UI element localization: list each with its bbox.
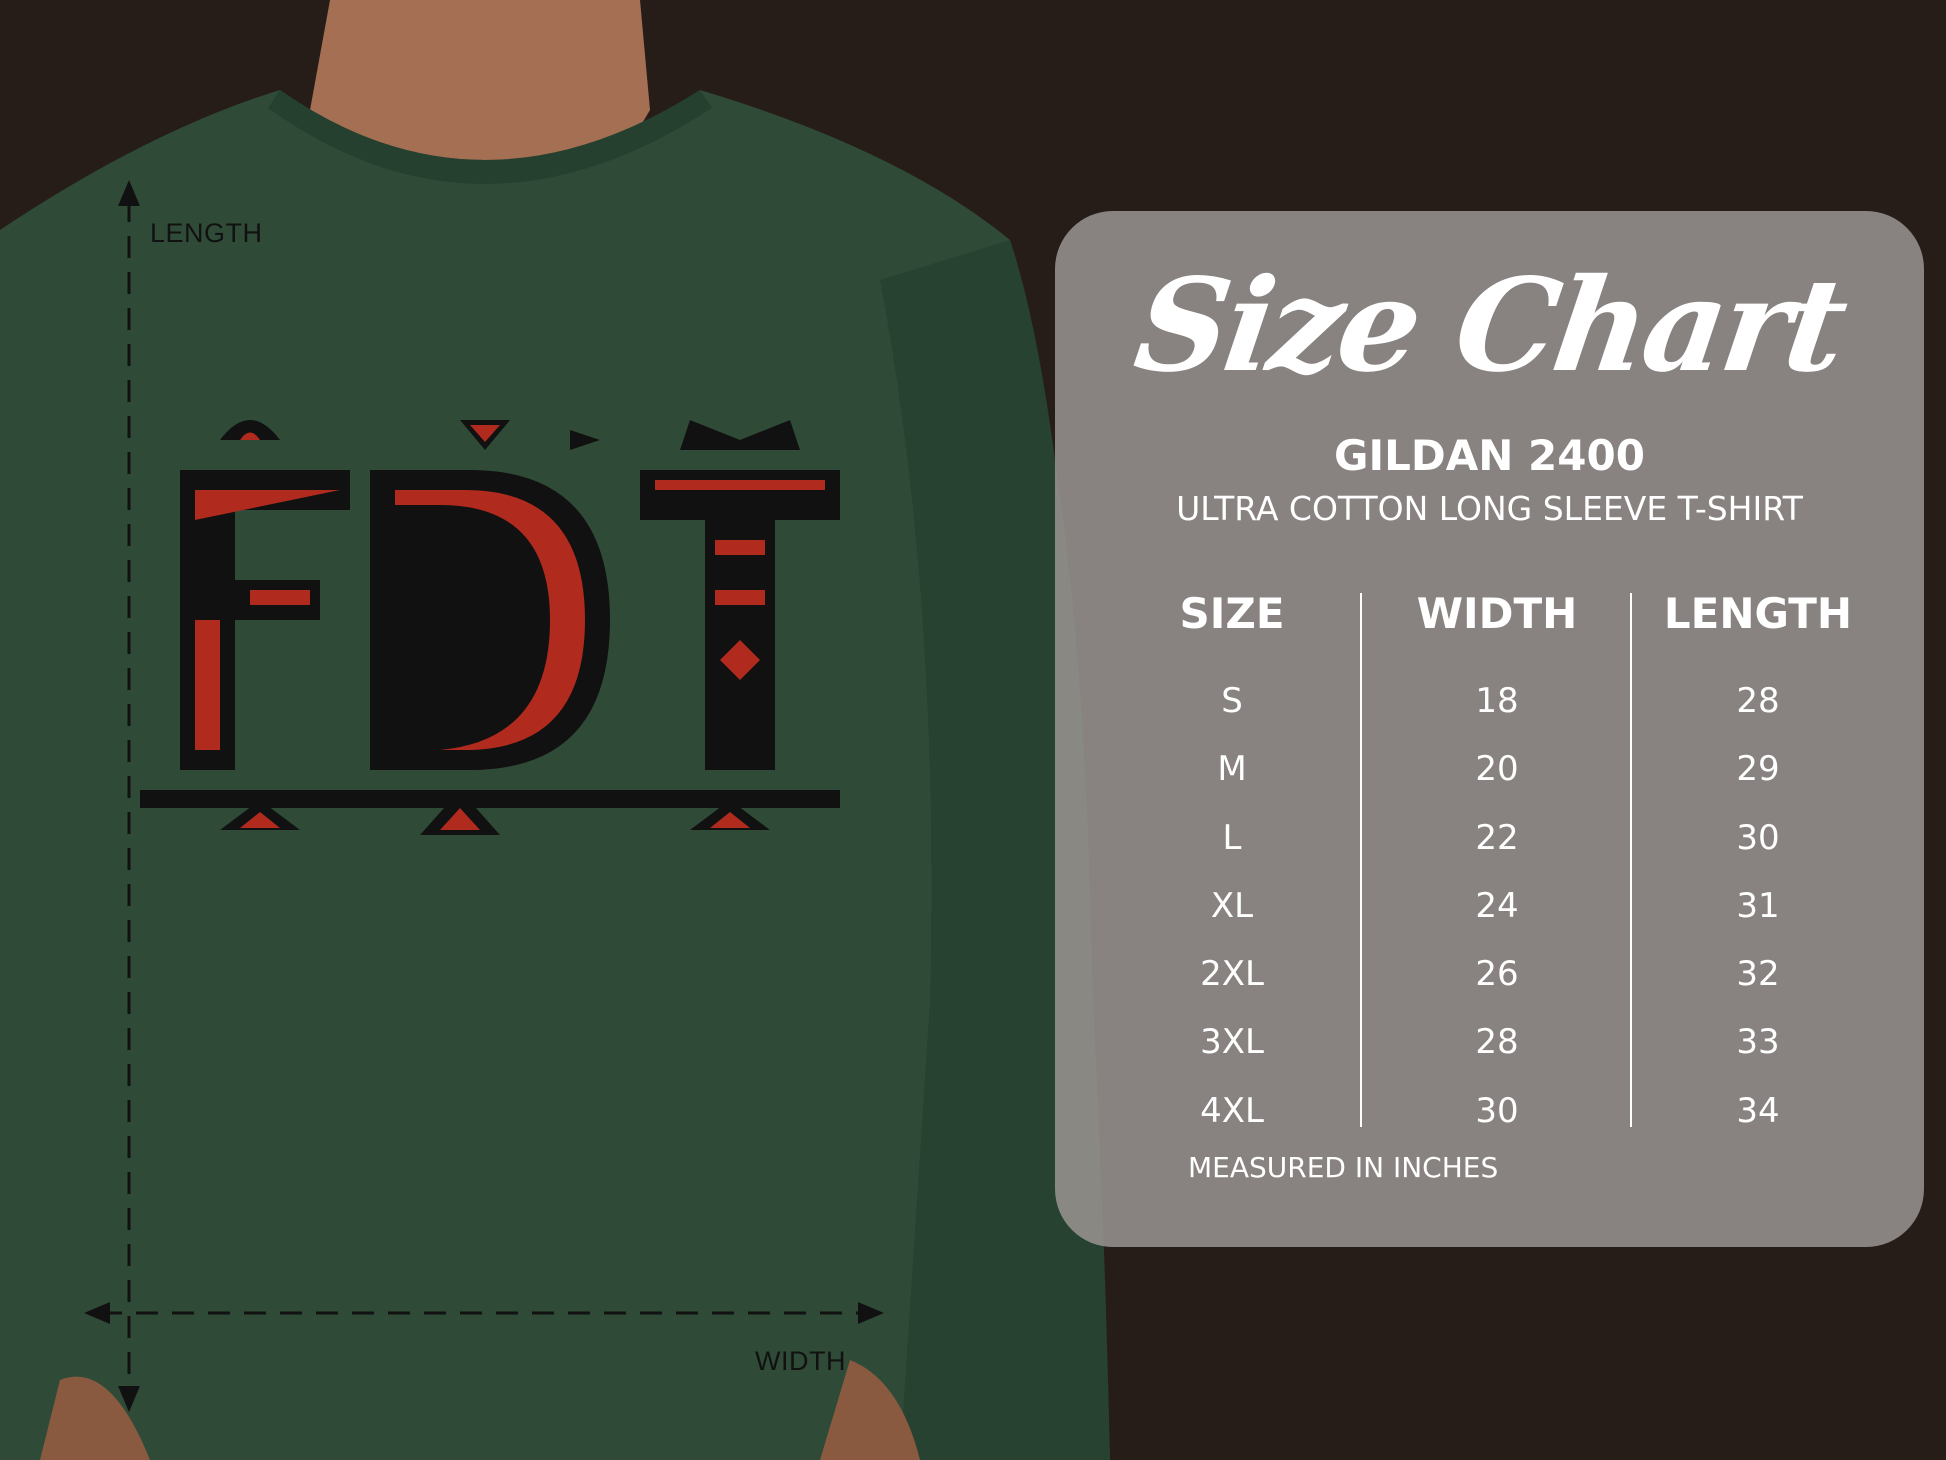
- size-chart-title: Size Chart: [1126, 251, 1853, 401]
- product-name: ULTRA COTTON LONG SLEEVE T-SHIRT: [1176, 489, 1803, 528]
- width-column: WIDTH 18 20 22 24 26 28 30: [1372, 589, 1622, 1159]
- size-cell: L: [1222, 817, 1242, 858]
- width-arrow-right: [858, 1302, 884, 1324]
- size-cell: S: [1221, 681, 1243, 721]
- width-cell: 24: [1475, 885, 1519, 926]
- fdt-logo: [140, 420, 840, 835]
- size-cell: 4XL: [1200, 1090, 1264, 1131]
- column-header: SIZE: [1179, 589, 1285, 638]
- size-cell: 2XL: [1200, 954, 1264, 995]
- column-divider: [1630, 593, 1632, 1127]
- size-cell: XL: [1210, 885, 1254, 926]
- length-cell: 33: [1736, 1022, 1780, 1063]
- length-label: LENGTH: [150, 218, 263, 248]
- length-cell: 31: [1736, 885, 1780, 926]
- shirt-body: [0, 90, 1110, 1460]
- length-column: LENGTH 28 29 30 31 32 33 34: [1633, 589, 1883, 1159]
- size-column: SIZE S M L XL 2XL 3XL 4XL: [1107, 589, 1357, 1159]
- length-arrow-top: [118, 180, 140, 206]
- width-cell: 26: [1475, 954, 1519, 995]
- width-arrow-left: [84, 1302, 110, 1324]
- measurement-note: MEASURED IN INCHES: [1188, 1151, 1499, 1184]
- size-chart-panel: Size Chart GILDAN 2400 ULTRA COTTON LONG…: [1055, 211, 1924, 1247]
- model-hand-left: [40, 1376, 150, 1460]
- length-cell: 29: [1736, 749, 1780, 790]
- shirt-collar: [268, 90, 712, 184]
- column-header: WIDTH: [1416, 589, 1578, 638]
- shirt-sleeve-shadow: [880, 240, 1110, 1460]
- length-cell: 34: [1736, 1090, 1780, 1131]
- length-arrow-bottom: [118, 1386, 140, 1412]
- width-cell: 28: [1475, 1022, 1519, 1063]
- width-cell: 30: [1475, 1090, 1519, 1131]
- width-cell: 18: [1475, 681, 1519, 721]
- model-hand-right: [820, 1360, 920, 1460]
- size-cell: M: [1217, 749, 1247, 790]
- column-divider: [1360, 593, 1362, 1127]
- size-cell: 3XL: [1200, 1022, 1264, 1063]
- length-cell: 28: [1736, 681, 1780, 721]
- width-label: WIDTH: [755, 1346, 846, 1376]
- column-header: LENGTH: [1663, 589, 1853, 638]
- brand-model: GILDAN 2400: [1334, 431, 1645, 480]
- length-cell: 30: [1736, 817, 1780, 858]
- length-cell: 32: [1736, 954, 1780, 995]
- width-cell: 20: [1475, 749, 1519, 790]
- width-cell: 22: [1475, 817, 1519, 858]
